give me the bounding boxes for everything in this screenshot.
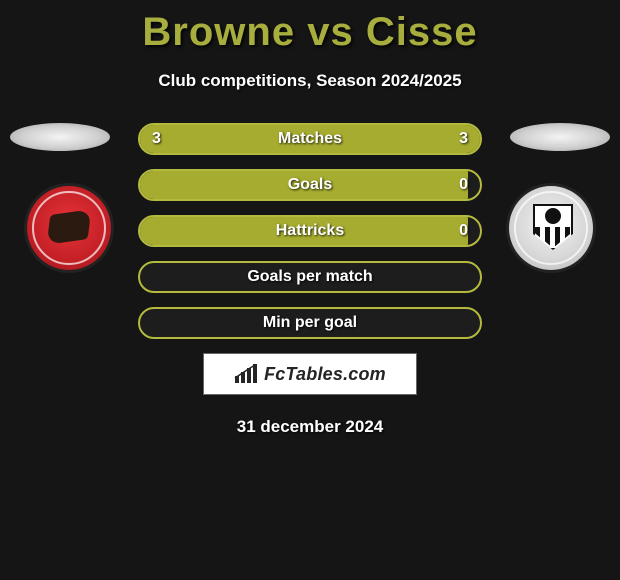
stat-row: 0 Hattricks (138, 215, 482, 247)
stat-value-right: 0 (459, 222, 468, 240)
left-player-ellipse (10, 123, 110, 151)
comparison-arena: 3 3 Matches 0 Goals 0 Hattricks Goals per match… (0, 123, 620, 339)
stat-rows: 3 3 Matches 0 Goals 0 Hattricks Goals per match… (138, 123, 482, 339)
stat-value-left: 3 (152, 130, 161, 148)
left-club-badge (24, 183, 114, 273)
stat-row: 0 Goals (138, 169, 482, 201)
date-label: 31 december 2024 (0, 417, 620, 437)
page-title: Browne vs Cisse (0, 0, 620, 55)
stat-label: Hattricks (276, 222, 344, 240)
subtitle: Club competitions, Season 2024/2025 (0, 71, 620, 91)
brand-text: FcTables.com (264, 364, 386, 385)
stat-value-right: 0 (459, 176, 468, 194)
stat-row: 3 3 Matches (138, 123, 482, 155)
right-club-badge (506, 183, 596, 273)
right-player-ellipse (510, 123, 610, 151)
stat-label: Min per goal (263, 314, 357, 332)
stat-row: Min per goal (138, 307, 482, 339)
stat-label: Goals per match (247, 268, 372, 286)
right-badge-ball (545, 208, 561, 224)
brand-bars-icon (234, 364, 258, 384)
brand-box: FcTables.com (203, 353, 417, 395)
stat-label: Goals (288, 176, 332, 194)
stat-row: Goals per match (138, 261, 482, 293)
stat-label: Matches (278, 130, 342, 148)
stat-value-right: 3 (459, 130, 468, 148)
